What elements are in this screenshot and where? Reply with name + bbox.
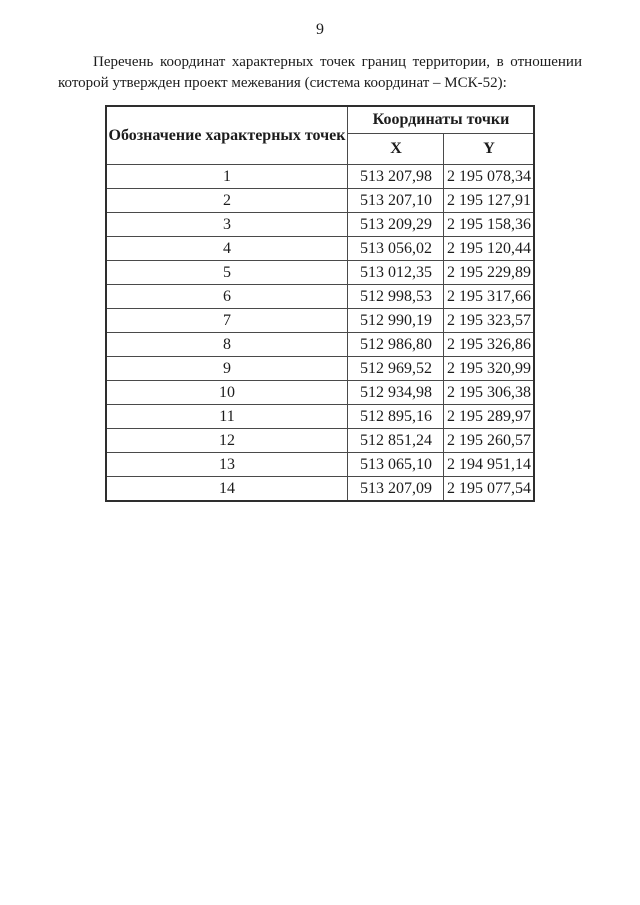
coordinates-table: Обозначение характерных точек Координаты… bbox=[104, 105, 536, 502]
x-coordinate-cell: 513 207,98 bbox=[347, 164, 445, 189]
y-coordinate-cell: 2 195 120,44 bbox=[443, 236, 535, 261]
y-coordinate-cell: 2 195 078,34 bbox=[443, 164, 535, 189]
x-coordinate-cell: 513 209,29 bbox=[347, 212, 445, 237]
y-coordinate-cell: 2 195 323,57 bbox=[443, 308, 535, 333]
point-number-cell: 4 bbox=[105, 236, 349, 261]
table-row: 8 512 986,80 2 195 326,86 bbox=[105, 332, 535, 357]
table-header-row-top: Обозначение характерных точек Координаты… bbox=[105, 105, 535, 165]
point-number-cell: 3 bbox=[105, 212, 349, 237]
x-coordinate-cell: 513 065,10 bbox=[347, 452, 445, 477]
y-coordinate-cell: 2 195 306,38 bbox=[443, 380, 535, 405]
y-coordinate-cell: 2 195 158,36 bbox=[443, 212, 535, 237]
y-coordinate-cell: 2 195 317,66 bbox=[443, 284, 535, 309]
table-row: 6 512 998,53 2 195 317,66 bbox=[105, 284, 535, 309]
x-coordinate-cell: 512 934,98 bbox=[347, 380, 445, 405]
table-row: 14 513 207,09 2 195 077,54 bbox=[105, 476, 535, 502]
point-number-cell: 6 bbox=[105, 284, 349, 309]
y-coordinate-cell: 2 195 326,86 bbox=[443, 332, 535, 357]
page-number: 9 bbox=[316, 21, 324, 38]
point-number-cell: 11 bbox=[105, 404, 349, 429]
y-coordinate-cell: 2 195 260,57 bbox=[443, 428, 535, 453]
point-number-cell: 13 bbox=[105, 452, 349, 477]
y-coordinate-cell: 2 195 077,54 bbox=[443, 476, 535, 502]
point-number-cell: 8 bbox=[105, 332, 349, 357]
x-coordinate-cell: 513 012,35 bbox=[347, 260, 445, 285]
point-number-cell: 14 bbox=[105, 476, 349, 502]
table-row: 1 513 207,98 2 195 078,34 bbox=[105, 164, 535, 189]
x-coordinate-cell: 513 056,02 bbox=[347, 236, 445, 261]
coordinates-table-body: 1 513 207,98 2 195 078,34 2 513 207,10 2 195 … bbox=[105, 164, 535, 502]
point-number-cell: 7 bbox=[105, 308, 349, 333]
table-row: 12 512 851,24 2 195 260,57 bbox=[105, 428, 535, 453]
column-header-designation: Обозначение характерных точек bbox=[105, 105, 349, 165]
table-row: 3 513 209,29 2 195 158,36 bbox=[105, 212, 535, 237]
x-coordinate-cell: 512 895,16 bbox=[347, 404, 445, 429]
table-row: 7 512 990,19 2 195 323,57 bbox=[105, 308, 535, 333]
column-header-y: Y bbox=[443, 133, 535, 165]
table-row: 4 513 056,02 2 195 120,44 bbox=[105, 236, 535, 261]
x-coordinate-cell: 512 851,24 bbox=[347, 428, 445, 453]
table-row: 10 512 934,98 2 195 306,38 bbox=[105, 380, 535, 405]
coordinates-table-head: Обозначение характерных точек Координаты… bbox=[105, 105, 535, 165]
y-coordinate-cell: 2 195 289,97 bbox=[443, 404, 535, 429]
column-header-coordinates: Координаты точки bbox=[347, 105, 535, 134]
table-row: 11 512 895,16 2 195 289,97 bbox=[105, 404, 535, 429]
table-row: 2 513 207,10 2 195 127,91 bbox=[105, 188, 535, 213]
x-coordinate-cell: 512 986,80 bbox=[347, 332, 445, 357]
table-row: 13 513 065,10 2 194 951,14 bbox=[105, 452, 535, 477]
point-number-cell: 10 bbox=[105, 380, 349, 405]
y-coordinate-cell: 2 195 229,89 bbox=[443, 260, 535, 285]
y-coordinate-cell: 2 195 320,99 bbox=[443, 356, 535, 381]
table-row: 5 513 012,35 2 195 229,89 bbox=[105, 260, 535, 285]
point-number-cell: 1 bbox=[105, 164, 349, 189]
x-coordinate-cell: 512 969,52 bbox=[347, 356, 445, 381]
point-number-cell: 9 bbox=[105, 356, 349, 381]
x-coordinate-cell: 513 207,10 bbox=[347, 188, 445, 213]
column-header-x: X bbox=[347, 133, 445, 165]
table-row: 9 512 969,52 2 195 320,99 bbox=[105, 356, 535, 381]
x-coordinate-cell: 513 207,09 bbox=[347, 476, 445, 502]
x-coordinate-cell: 512 998,53 bbox=[347, 284, 445, 309]
x-coordinate-cell: 512 990,19 bbox=[347, 308, 445, 333]
y-coordinate-cell: 2 195 127,91 bbox=[443, 188, 535, 213]
intro-paragraph: Перечень координат характерных точек гра… bbox=[58, 54, 582, 91]
y-coordinate-cell: 2 194 951,14 bbox=[443, 452, 535, 477]
point-number-cell: 2 bbox=[105, 188, 349, 213]
point-number-cell: 12 bbox=[105, 428, 349, 453]
point-number-cell: 5 bbox=[105, 260, 349, 285]
